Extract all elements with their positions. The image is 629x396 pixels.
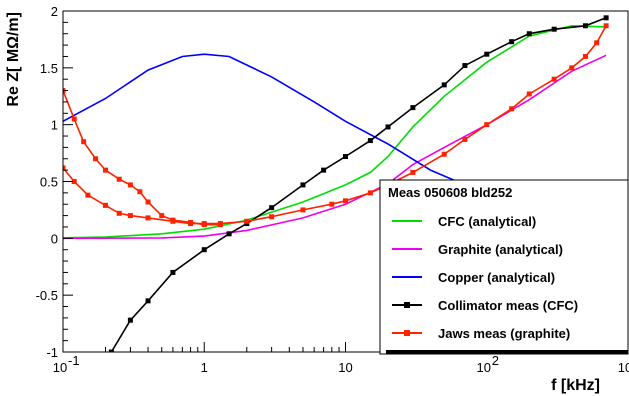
y-tick-label-1: -0.5 — [36, 288, 58, 303]
series-point-4-13 — [300, 207, 306, 213]
series-point-3-4 — [201, 247, 207, 253]
series-point-4-19 — [441, 151, 447, 157]
series-point-4-3 — [103, 202, 109, 208]
series-line-0 — [63, 24, 607, 239]
extra-series-point-0-12 — [201, 222, 207, 228]
x-tick-label-4: 10 — [618, 360, 629, 375]
y-tick-label-3: 0.5 — [40, 175, 58, 190]
series-point-3-2 — [145, 298, 151, 304]
legend-label-2: Copper (analytical) — [438, 270, 555, 285]
x-tick-label-0: 10 — [53, 360, 67, 375]
x-tick-label-3: 10 — [477, 360, 491, 375]
series-point-4-23 — [526, 91, 532, 97]
series-point-3-5 — [226, 231, 232, 237]
legend-title: Meas 050608 bld252 — [388, 185, 512, 200]
series-point-4-26 — [582, 53, 588, 59]
series-point-3-9 — [321, 167, 327, 173]
extra-series-point-0-5 — [116, 176, 122, 182]
series-point-4-2 — [85, 192, 91, 198]
series-point-3-17 — [509, 39, 515, 45]
y-tick-label-6: 2 — [51, 4, 58, 19]
series-point-4-25 — [569, 65, 575, 71]
y-tick-label-2: 0 — [51, 231, 58, 246]
series-point-3-0 — [108, 349, 114, 352]
series-point-4-14 — [329, 201, 335, 207]
series-point-4-28 — [603, 23, 609, 29]
series-line-2 — [63, 53, 474, 190]
legend-label-4: Jaws meas (graphite) — [438, 326, 570, 341]
extra-series-point-0-4 — [103, 167, 109, 173]
legend-label-1: Graphite (analytical) — [438, 242, 563, 257]
series-point-4-6 — [145, 215, 151, 221]
series-point-3-13 — [410, 105, 416, 111]
series-point-4-16 — [367, 190, 373, 196]
series-point-3-1 — [127, 317, 133, 323]
legend-box — [379, 179, 629, 355]
series-point-3-3 — [170, 269, 176, 275]
series-point-3-7 — [269, 205, 275, 211]
series-point-4-0 — [63, 165, 66, 171]
y-axis-title: Re Z[ MΩ/m] — [5, 12, 22, 107]
legend-marker-3 — [404, 302, 410, 308]
y-tick-label-5: 1.5 — [40, 61, 58, 76]
legend: Meas 050608 bld252 CFC (analytical) Graphi… — [379, 179, 629, 355]
x-axis-title: f [kHz] — [551, 377, 600, 394]
extra-series-point-0-6 — [127, 182, 133, 188]
series-point-3-20 — [582, 23, 588, 29]
series-line-3 — [110, 17, 607, 352]
legend-marker-4 — [404, 330, 410, 336]
x-tick-exponent-0: -1 — [68, 353, 80, 368]
series-point-4-5 — [127, 213, 133, 219]
series-point-4-11 — [244, 218, 250, 224]
legend-label-0: CFC (analytical) — [438, 214, 536, 229]
extra-series-point-0-3 — [93, 156, 99, 162]
extra-series-point-0-13 — [217, 222, 223, 228]
extra-series-point-0-9 — [159, 213, 165, 219]
series-point-3-14 — [441, 82, 447, 88]
series-point-4-20 — [462, 136, 468, 142]
extra-series-point-0-7 — [137, 189, 143, 195]
extra-series-point-0-2 — [81, 139, 87, 145]
series-point-4-24 — [551, 76, 557, 82]
series-point-3-15 — [462, 63, 468, 69]
series-point-3-12 — [385, 124, 391, 130]
extra-series-point-0-10 — [170, 217, 176, 223]
series-point-3-19 — [551, 26, 557, 32]
series-point-3-8 — [300, 182, 306, 188]
series-point-3-11 — [367, 138, 373, 144]
series-point-4-12 — [269, 214, 275, 220]
series-point-3-16 — [484, 51, 490, 57]
legend-label-3: Collimator meas (CFC) — [438, 298, 578, 313]
extra-series-point-0-8 — [145, 199, 151, 205]
y-tick-label-0: -1 — [46, 345, 58, 360]
extra-series-point-0-1 — [71, 116, 77, 122]
x-tick-label-1: 1 — [201, 360, 208, 375]
series-point-3-21 — [603, 15, 609, 21]
extra-series-line-0 — [63, 90, 221, 226]
legend-shadow — [386, 350, 628, 354]
series-point-3-10 — [343, 153, 348, 159]
series-point-4-18 — [410, 169, 416, 175]
extra-series-point-0-11 — [188, 219, 194, 225]
series-layer — [63, 15, 609, 352]
series-point-4-27 — [594, 40, 600, 46]
series-point-3-18 — [526, 31, 532, 37]
y-tick-label-4: 1 — [51, 118, 58, 133]
x-tick-exponent-3: 2 — [492, 353, 499, 368]
series-point-4-22 — [509, 106, 515, 112]
x-tick-label-2: 10 — [338, 360, 352, 375]
series-point-4-15 — [343, 198, 348, 204]
series-point-4-1 — [71, 179, 77, 184]
series-point-4-21 — [484, 122, 490, 128]
series-point-4-4 — [116, 210, 122, 216]
